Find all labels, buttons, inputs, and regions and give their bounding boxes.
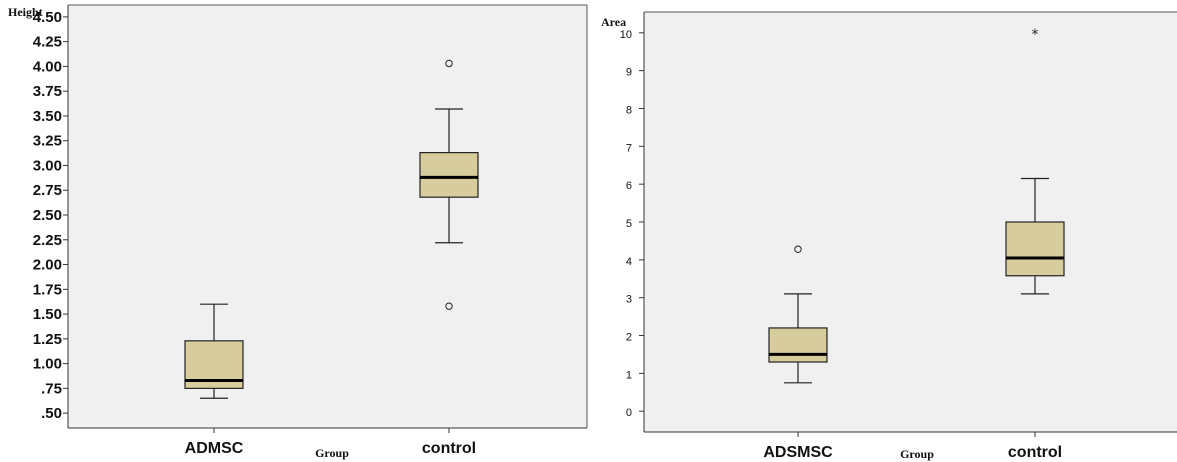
y-tick-label: 6 <box>626 180 632 192</box>
y-tick-label: 2.25 <box>33 232 62 249</box>
box-control <box>1005 221 1065 277</box>
y-tick-label: 8 <box>626 104 632 116</box>
y-tick-label: 10 <box>620 29 632 41</box>
y-tick-label: 4.50 <box>33 9 62 26</box>
y-axis-title: Area <box>601 15 626 29</box>
y-tick-label: .50 <box>41 405 62 422</box>
outlier-point <box>794 245 802 253</box>
y-tick-label: 2.75 <box>33 182 62 199</box>
y-tick-label: 2.00 <box>33 257 62 274</box>
plot-area-1 <box>68 5 587 428</box>
x-axis-title: Group <box>900 447 934 461</box>
y-tick-label: 1.75 <box>33 281 62 298</box>
y-tick-label: 3.50 <box>33 108 62 125</box>
y-tick-label: 2 <box>626 332 632 344</box>
box-control <box>419 152 479 198</box>
y-tick-label: 9 <box>626 67 632 79</box>
x-category-label: ADSMSC <box>763 444 833 461</box>
y-tick-label: 2.50 <box>33 207 62 224</box>
y-tick-label: 5 <box>626 218 632 230</box>
y-tick-label: 4.25 <box>33 34 62 51</box>
extreme-point: * <box>1032 27 1039 43</box>
y-tick-label: 0 <box>626 407 632 419</box>
y-tick-label: 3.00 <box>33 157 62 174</box>
x-category-label: control <box>422 440 476 457</box>
box-ADSMSC <box>768 327 828 363</box>
y-tick-label: 1.00 <box>33 356 62 373</box>
y-tick-label: 3.25 <box>33 133 62 150</box>
y-tick-label: .75 <box>41 380 62 397</box>
y-tick-label: 4 <box>626 256 632 268</box>
y-tick-label: 3 <box>626 294 632 306</box>
y-tick-label: 4.00 <box>33 58 62 75</box>
y-tick-label: 3.75 <box>33 83 62 100</box>
y-tick-label: 1 <box>626 369 632 381</box>
x-axis-title: Group <box>315 446 349 460</box>
y-axis-title: Height <box>8 5 43 19</box>
outlier-point <box>445 302 453 310</box>
plot-area-2 <box>644 12 1177 432</box>
y-tick-label: 7 <box>626 142 632 154</box>
outlier-point <box>445 59 453 68</box>
y-tick-label: 1.50 <box>33 306 62 323</box>
x-category-label: ADMSC <box>185 440 244 457</box>
x-category-label: control <box>1008 444 1062 461</box>
y-tick-label: 1.25 <box>33 331 62 348</box>
